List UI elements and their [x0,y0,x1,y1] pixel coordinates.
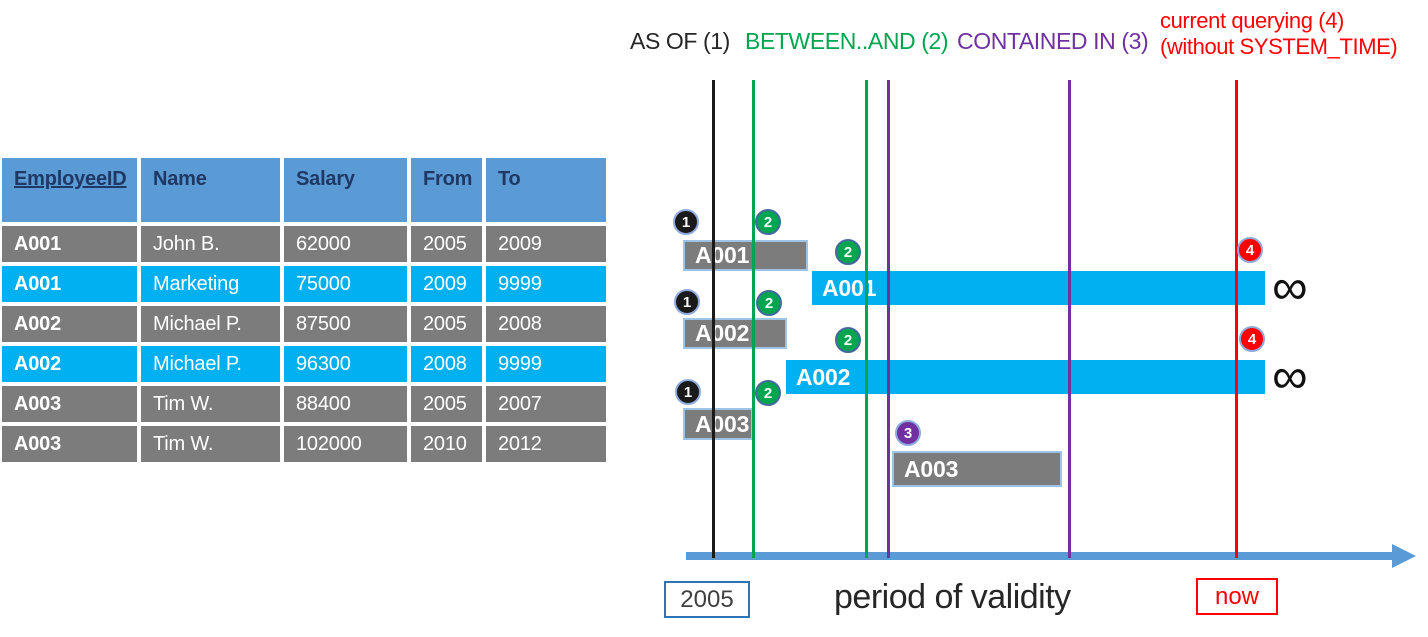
table-cell-r3-c5: 2008 [486,306,606,342]
table-cell-r2-c3: 75000 [284,266,407,302]
axis-start-year-label: 2005 [680,585,734,613]
column-header-label: To [498,168,521,190]
table-cell-r4-c1: A002 [2,346,137,382]
table-cell-r2-c1: A001 [2,266,137,302]
table-cell-r1-c2: John B. [141,226,280,262]
bar-a002-old: A002 [683,318,787,349]
legend-as-of: AS OF (1) [630,28,730,54]
marker-1-badge: 1 [673,209,699,235]
table-cell-r1-c5: 2009 [486,226,606,262]
column-header-label: Salary [296,168,355,190]
marker-2-badge: 2 [755,380,781,406]
column-header-from: From [411,158,482,222]
column-header-label: EmployeeID [14,168,127,190]
marker-4-badge: 4 [1237,237,1263,263]
axis-title: period of validity [834,578,1071,616]
table-cell-r6-c4: 2010 [411,426,482,462]
legend-current-querying-line1: current querying (4) [1160,8,1344,33]
bar-a003-mid: A003 [892,451,1062,487]
bar-a003-old: A003 [683,408,753,440]
infinity-symbol: ∞ [1272,259,1308,315]
as-of-line [712,80,715,558]
table-cell-r3-c3: 87500 [284,306,407,342]
legend-contained-in: CONTAINED IN (3) [957,28,1149,54]
table-cell-r5-c1: A003 [2,386,137,422]
table-cell-r6-c2: Tim W. [141,426,280,462]
marker-1-badge: 1 [674,289,700,315]
table-cell-r2-c5: 9999 [486,266,606,302]
table-cell-r5-c5: 2007 [486,386,606,422]
axis-now-box: now [1196,578,1278,615]
contained-end-line [1068,80,1071,558]
table-cell-r5-c4: 2005 [411,386,482,422]
column-header-label: Name [153,168,207,190]
time-axis [686,552,1394,560]
marker-2-badge: 2 [755,209,781,235]
marker-4-badge: 4 [1239,326,1265,352]
legend-current-querying-line2: (without SYSTEM_TIME) [1160,34,1398,59]
between-end-line [865,80,868,558]
marker-2-badge: 2 [835,327,861,353]
table-cell-r4-c2: Michael P. [141,346,280,382]
marker-3-badge: 3 [895,420,921,446]
table-cell-r2-c4: 2009 [411,266,482,302]
time-axis-arrowhead [1392,544,1416,568]
table-cell-r5-c3: 88400 [284,386,407,422]
marker-1-badge: 1 [675,379,701,405]
column-header-salary: Salary [284,158,407,222]
table-cell-r3-c4: 2005 [411,306,482,342]
marker-2-badge: 2 [835,239,861,265]
table-cell-r1-c4: 2005 [411,226,482,262]
now-line [1235,80,1238,558]
contained-start-line [887,80,890,558]
legend-between-and: BETWEEN..AND (2) [745,28,949,54]
bar-a001-current: A001 [812,271,1265,305]
table-cell-r6-c3: 102000 [284,426,407,462]
table-cell-r2-c2: Marketing [141,266,280,302]
table-cell-r4-c5: 9999 [486,346,606,382]
axis-start-year-box: 2005 [664,581,750,618]
between-start-line [752,80,755,558]
column-header-to: To [486,158,606,222]
legend-current-querying: current querying (4) (without SYSTEM_TIM… [1160,8,1398,60]
column-header-label: From [423,168,473,190]
marker-2-badge: 2 [756,290,782,316]
axis-now-label: now [1214,582,1260,610]
column-header-name: Name [141,158,280,222]
table-cell-r5-c2: Tim W. [141,386,280,422]
bar-a002-current: A002 [786,360,1265,394]
table-cell-r1-c3: 62000 [284,226,407,262]
table-cell-r6-c1: A003 [2,426,137,462]
table-cell-r4-c3: 96300 [284,346,407,382]
table-cell-r4-c4: 2008 [411,346,482,382]
infinity-symbol: ∞ [1272,348,1308,404]
bar-a001-old: A001 [683,240,808,271]
table-cell-r3-c1: A002 [2,306,137,342]
table-cell-r1-c1: A001 [2,226,137,262]
table-cell-r6-c5: 2012 [486,426,606,462]
column-header-employeeid: EmployeeID [2,158,137,222]
employee-table: EmployeeID Name Salary From To A001 John B. 620… [2,158,606,462]
table-cell-r3-c2: Michael P. [141,306,280,342]
